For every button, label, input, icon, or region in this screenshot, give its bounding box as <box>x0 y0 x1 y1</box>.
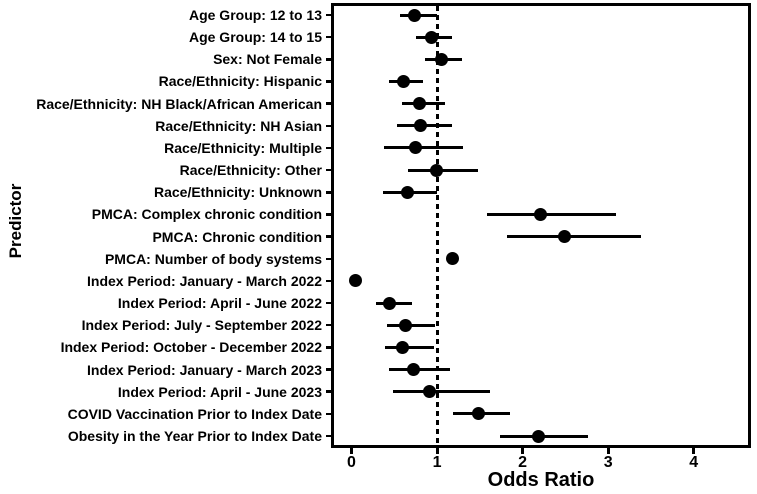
or-dot <box>471 407 485 421</box>
category-label: Index Period: January - March 2023 <box>87 361 322 378</box>
or-dot <box>413 97 427 111</box>
y-tick <box>325 146 331 150</box>
x-tick <box>521 448 525 454</box>
or-dot <box>408 8 422 22</box>
or-dot <box>422 385 436 399</box>
y-tick <box>325 323 331 327</box>
y-tick <box>325 13 331 17</box>
y-tick <box>325 346 331 349</box>
y-tick <box>325 279 331 283</box>
x-tick <box>606 448 610 454</box>
x-tick <box>350 448 353 454</box>
y-tick <box>325 168 331 172</box>
category-label: Index Period: April - June 2022 <box>117 295 322 312</box>
or-dot <box>409 141 423 155</box>
or-dot <box>397 74 411 88</box>
ci-whisker <box>507 235 641 239</box>
ci-whisker <box>407 168 479 172</box>
category-label: COVID Vaccination Prior to Index Date <box>67 405 322 422</box>
or-dot <box>445 252 459 266</box>
y-tick <box>325 390 331 393</box>
ci-whisker <box>486 212 616 216</box>
or-dot <box>434 52 448 66</box>
category-label: Obesity in the Year Prior to Index Date <box>67 428 322 445</box>
y-tick <box>325 102 331 105</box>
x-tick-label: 1 <box>432 454 442 471</box>
category-label: Index Period: October - December 2022 <box>60 339 322 356</box>
x-tick <box>692 448 696 454</box>
y-tick <box>325 191 331 194</box>
or-dot <box>414 119 428 133</box>
category-label: Index Period: April - June 2023 <box>117 383 322 400</box>
or-dot <box>429 163 443 177</box>
x-tick-label: 0 <box>347 454 356 471</box>
x-tick-label: 2 <box>518 454 528 471</box>
y-tick <box>325 257 331 260</box>
or-dot <box>349 274 363 288</box>
y-tick <box>325 412 331 416</box>
y-tick <box>325 434 331 438</box>
or-dot <box>400 185 414 199</box>
category-label: Index Period: January - March 2022 <box>87 272 322 289</box>
y-tick <box>325 368 331 371</box>
or-dot <box>534 207 548 221</box>
y-tick <box>325 301 331 305</box>
or-dot <box>406 363 420 377</box>
category-label: Race/Ethnicity: NH Black/African America… <box>36 95 322 112</box>
category-label: Race/Ethnicity: Unknown <box>153 184 322 201</box>
category-label: Race/Ethnicity: Multiple <box>164 139 322 156</box>
or-dot <box>382 296 396 310</box>
or-dot <box>532 429 546 443</box>
category-label: Age Group: 14 to 15 <box>188 29 322 46</box>
category-label: Race/Ethnicity: NH Asian <box>155 117 322 134</box>
y-tick <box>325 35 331 39</box>
or-dot <box>398 318 412 332</box>
or-dot <box>558 230 572 244</box>
x-axis-title: Odds Ratio <box>487 469 595 491</box>
category-label: PMCA: Complex chronic condition <box>91 206 322 223</box>
category-label: Race/Ethnicity: Hispanic <box>158 73 322 90</box>
category-label: Race/Ethnicity: Other <box>179 162 322 179</box>
plot-panel <box>331 3 751 448</box>
y-tick <box>325 213 331 216</box>
category-label: PMCA: Number of body systems <box>104 250 322 267</box>
x-tick-label: 4 <box>689 454 699 471</box>
category-label: Sex: Not Female <box>213 51 322 68</box>
y-tick <box>325 124 331 128</box>
y-tick <box>325 80 331 83</box>
category-label: Index Period: July - September 2022 <box>81 317 322 334</box>
ci-whisker <box>393 390 491 394</box>
category-label: PMCA: Chronic condition <box>152 228 322 245</box>
reference-line <box>435 6 439 445</box>
category-label: Age Group: 12 to 13 <box>188 7 322 23</box>
y-tick <box>325 235 331 238</box>
or-dot <box>424 30 438 44</box>
x-tick <box>435 448 439 454</box>
ci-whisker <box>384 146 463 150</box>
or-dot <box>396 340 410 354</box>
x-tick-label: 3 <box>603 454 613 471</box>
ci-whisker <box>384 345 435 349</box>
y-tick <box>325 58 331 61</box>
